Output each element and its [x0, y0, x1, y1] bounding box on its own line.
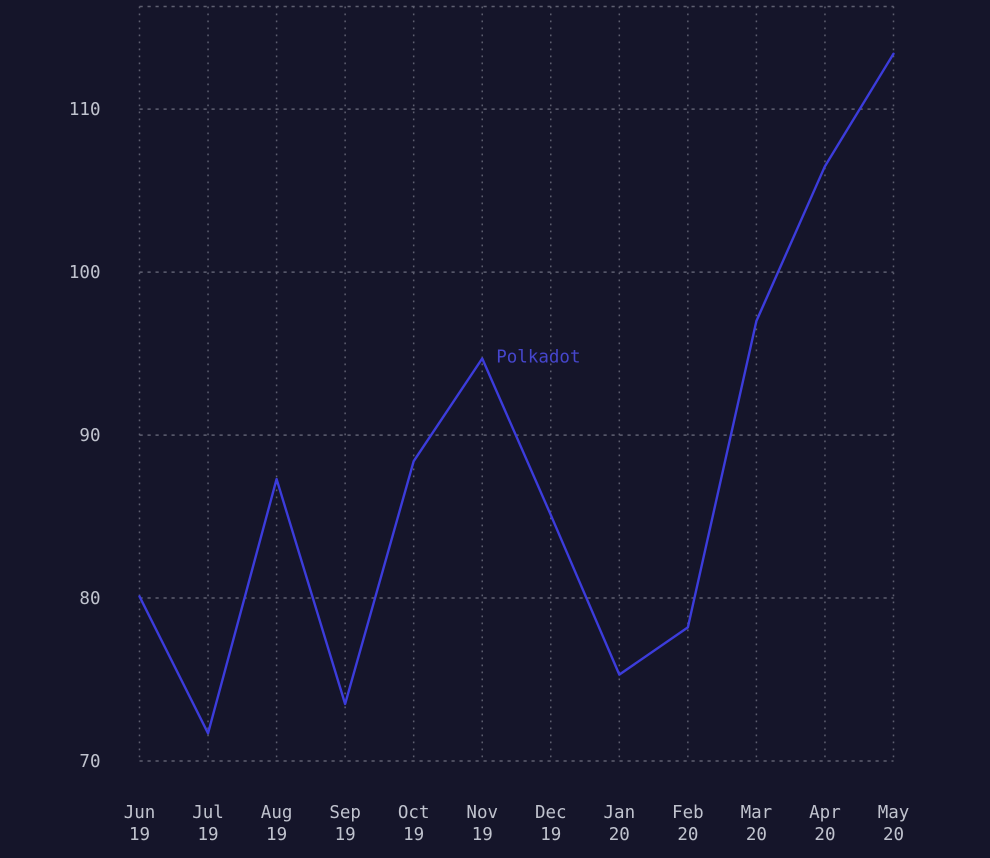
y-tick-label: 80	[79, 589, 100, 609]
x-tick-label: Nov 19	[466, 803, 498, 845]
series-line	[138, 52, 895, 735]
x-tick-label: Jun 19	[124, 803, 156, 845]
y-tick-label: 110	[69, 100, 101, 120]
x-tick-label: Feb 20	[672, 803, 704, 845]
y-tick-label: 90	[79, 426, 100, 446]
x-tick-label: Mar 20	[741, 803, 773, 845]
x-tick-label: Dec 19	[535, 803, 567, 845]
grid	[138, 5, 895, 762]
x-tick-label: May 20	[878, 803, 910, 845]
series-label: Polkadot	[496, 347, 580, 367]
y-tick-label: 100	[69, 263, 101, 283]
x-tick-label: Oct 19	[398, 803, 430, 845]
x-tick-label: Aug 19	[261, 803, 293, 845]
y-axis-labels: 70 80 90 100 110	[69, 100, 101, 772]
x-axis-labels: Jun 19 Jul 19 Aug 19 Sep 19 Oct 19 Nov 19 Dec 19 Jan 20…	[124, 803, 910, 845]
x-tick-label: Apr 20	[809, 803, 841, 845]
x-tick-label: Jul 19	[192, 803, 224, 845]
x-tick-label: Jan 20	[604, 803, 636, 845]
x-tick-label: Sep 19	[329, 803, 361, 845]
y-tick-label: 70	[79, 752, 100, 772]
